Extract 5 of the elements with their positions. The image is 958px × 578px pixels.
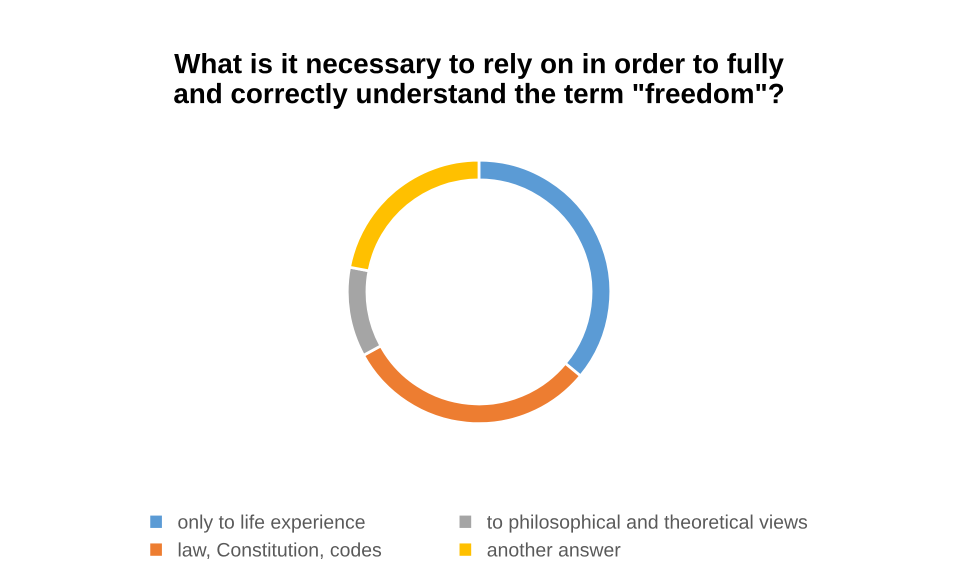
- legend-label: another answer: [488, 542, 620, 557]
- legend-label: law, Constitution, codes: [178, 542, 382, 559]
- legend-label: only to life experience: [178, 514, 365, 533]
- legend-label: to philosophical and theoretical views: [487, 514, 808, 533]
- chart-title: What is it necessary to rely on in order to fully and correctly understand the term "freedom"?: [174, 53, 784, 109]
